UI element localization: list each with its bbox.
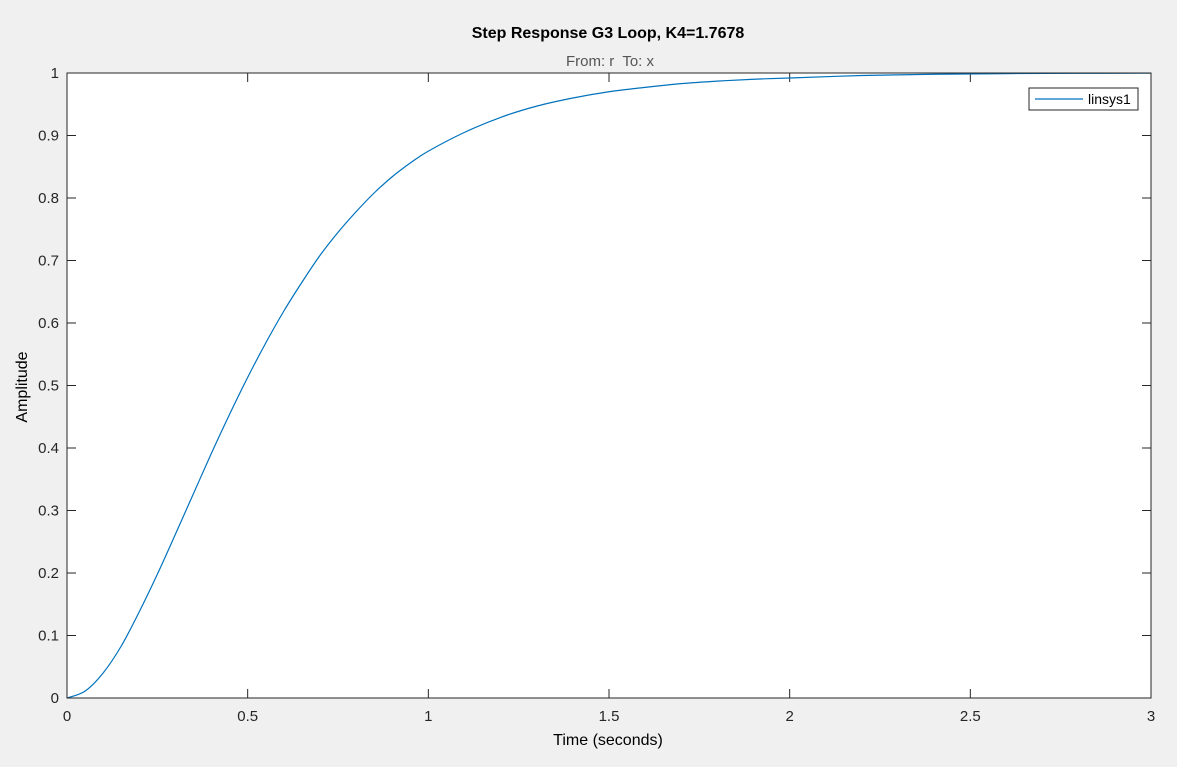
- chart-subtitle: From: r To: x: [566, 53, 655, 70]
- x-tick-label: 0.5: [237, 708, 258, 725]
- x-tick-labels: 0 0.5 1 1.5 2 2.5 3: [63, 708, 1155, 725]
- legend[interactable]: linsys1: [1028, 87, 1139, 111]
- x-tick-label: 2: [785, 708, 793, 725]
- y-tick-label: 0: [51, 690, 59, 707]
- y-tick-label: 0.3: [38, 503, 59, 520]
- plot-frame: [66, 72, 1152, 699]
- plot-area[interactable]: [67, 73, 1151, 698]
- x-tick-label: 0: [63, 708, 71, 725]
- y-tick-label: 0.6: [38, 315, 59, 332]
- y-tick-label: 0.4: [38, 440, 59, 457]
- y-tick-label: 0.9: [38, 128, 59, 145]
- y-tick-label: 1: [51, 65, 59, 82]
- y-tick-label: 0.1: [38, 628, 59, 645]
- chart-title: Step Response G3 Loop, K4=1.7678: [472, 25, 745, 42]
- y-tick-label: 0.2: [38, 565, 59, 582]
- y-tick-label: 0.5: [38, 378, 59, 395]
- legend-box: [1028, 87, 1139, 111]
- y-tick-label: 0.8: [38, 190, 59, 207]
- legend-label-linsys1: linsys1: [1088, 91, 1131, 107]
- x-axis-label: Time (seconds): [553, 732, 663, 749]
- x-tick-label: 2.5: [960, 708, 981, 725]
- series-line-linsys1[interactable]: [66, 72, 1152, 699]
- y-tick-label: 0.7: [38, 253, 59, 270]
- y-axis-label: Amplitude: [14, 351, 31, 422]
- x-tick-label: 1: [424, 708, 432, 725]
- x-tick-label: 3: [1147, 708, 1155, 725]
- y-tick-labels: 0 0.1 0.2 0.3 0.4 0.5 0.6 0.7 0.8 0.9 1: [38, 65, 59, 707]
- x-tick-label: 1.5: [599, 708, 620, 725]
